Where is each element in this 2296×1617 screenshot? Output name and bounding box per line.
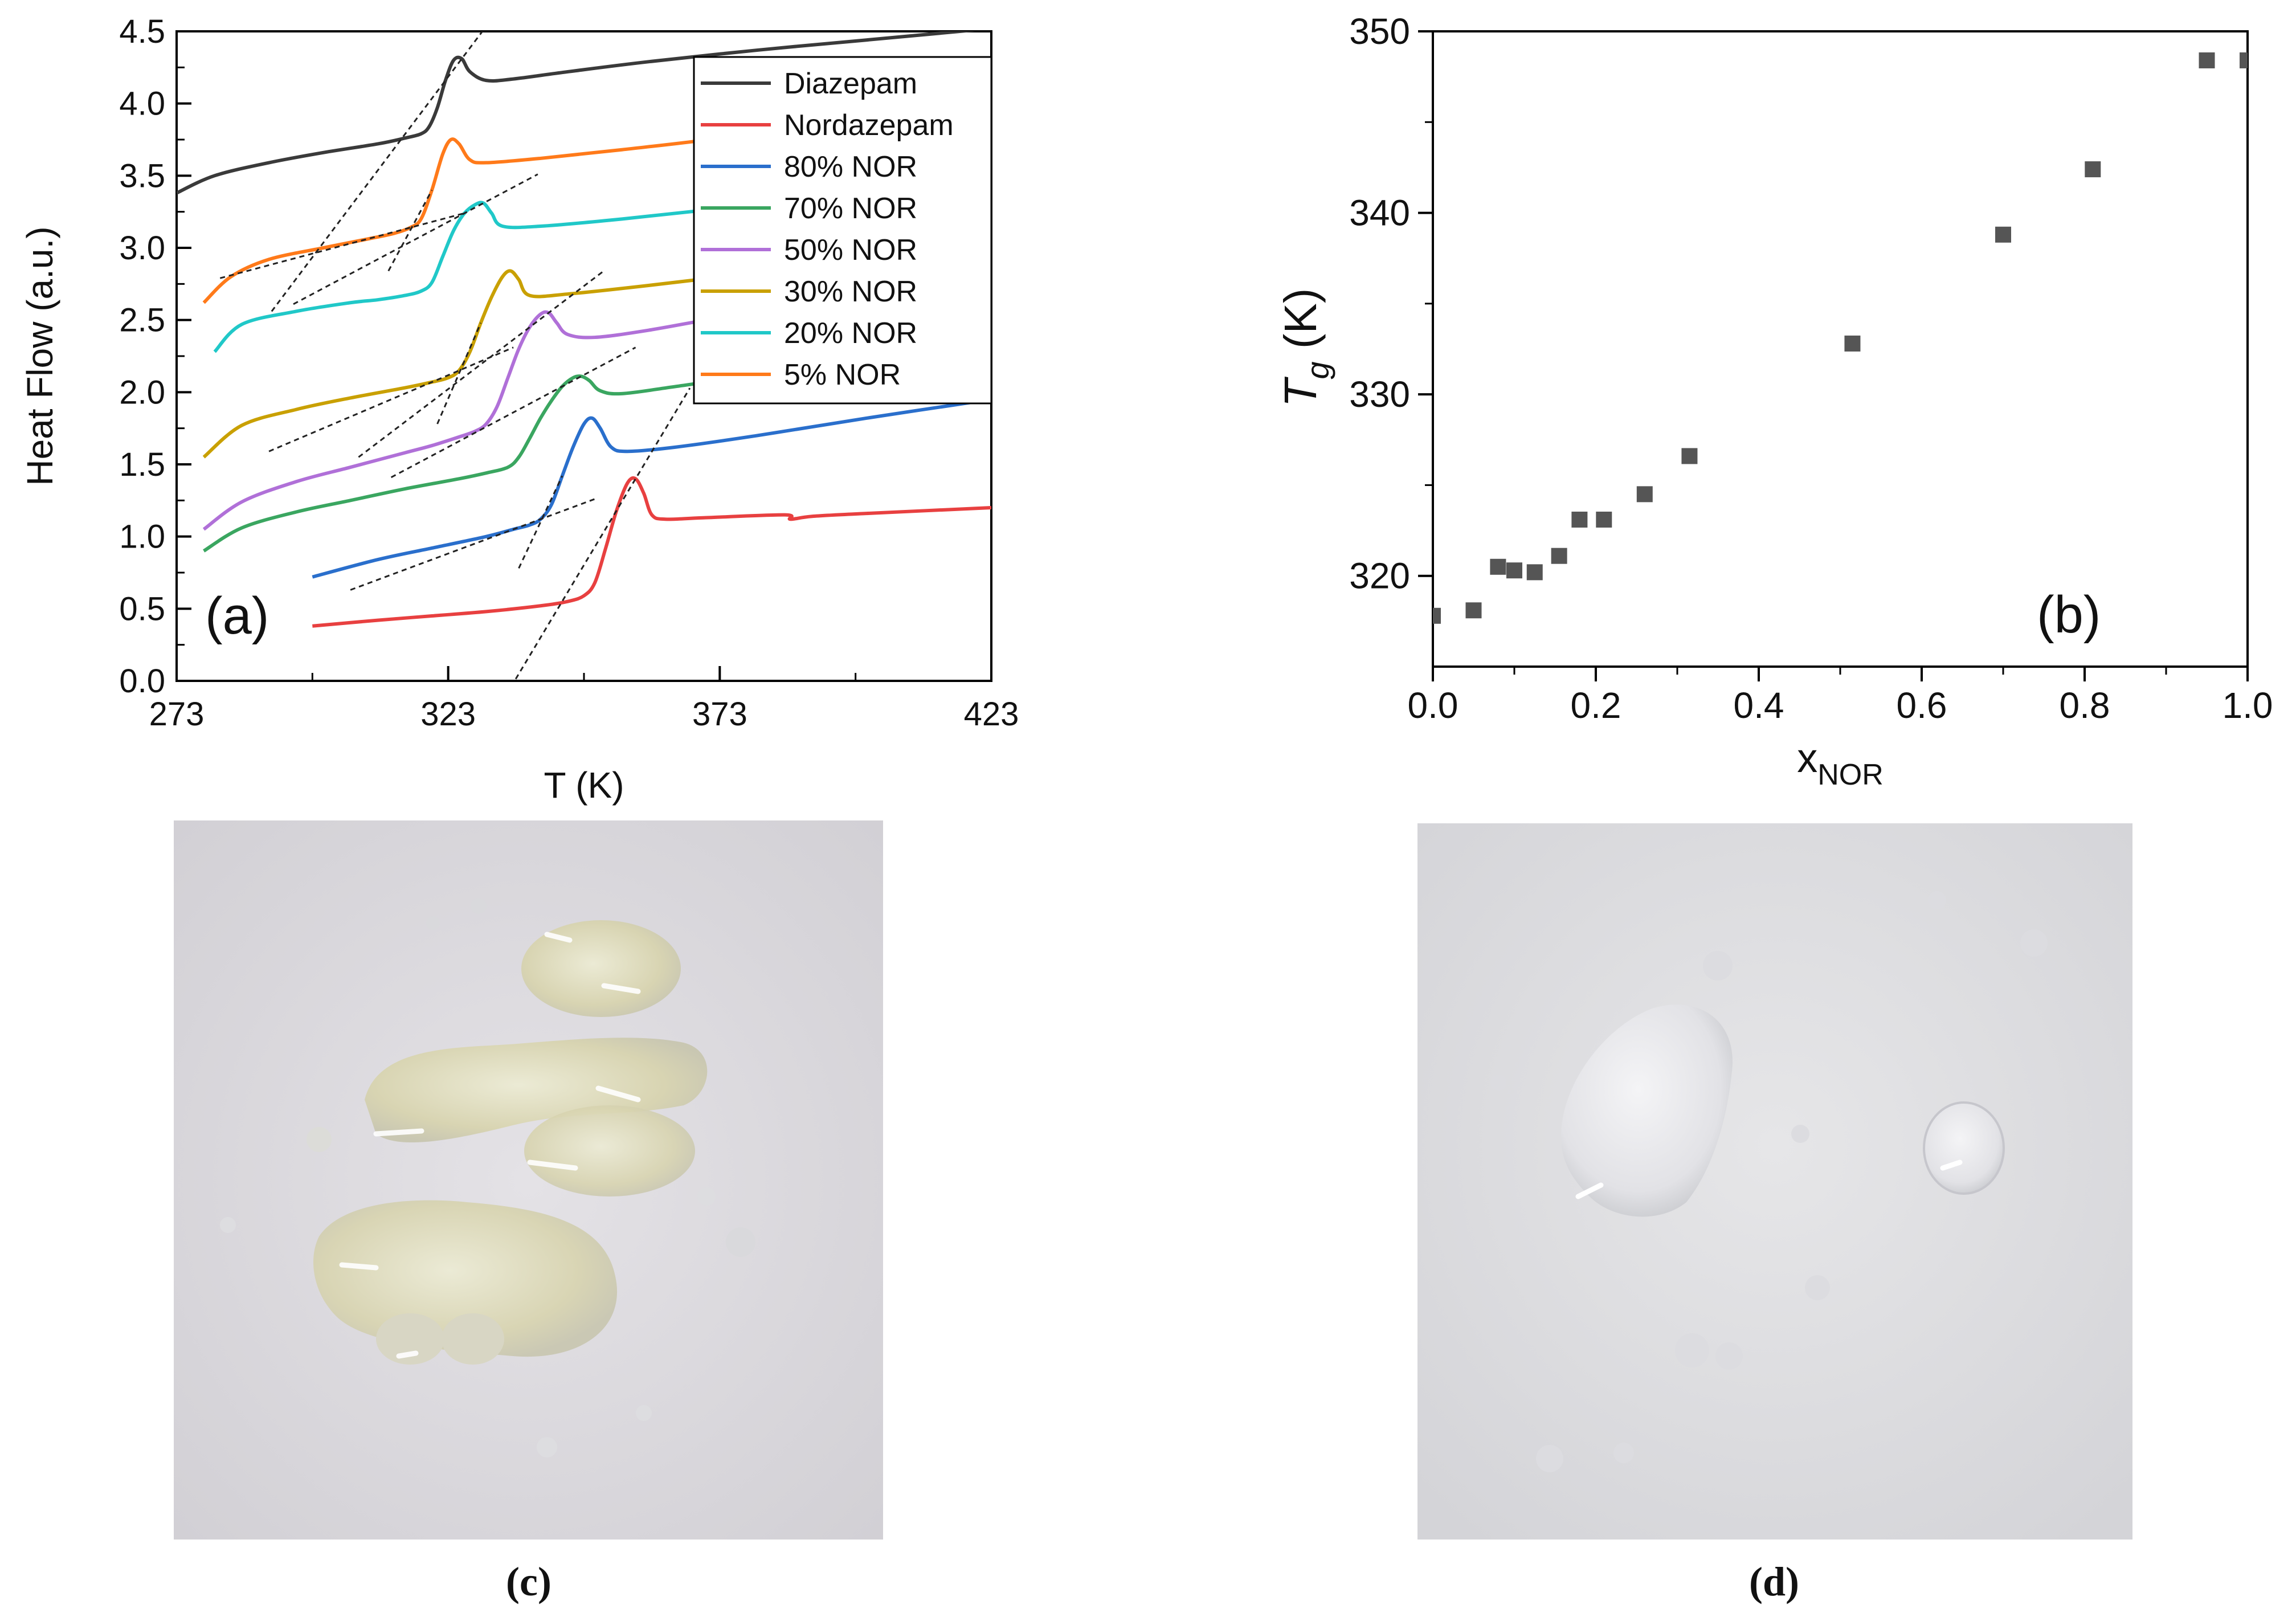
legend-label: 80% NOR: [784, 150, 917, 183]
panel-b-y-axis-label: Tg (K): [1275, 288, 1335, 407]
panel-d-sample-photo: (d): [1417, 823, 2132, 1604]
panel-b-x-tick-label: 0.2: [1571, 685, 1621, 726]
panel-b-y-tick-label: 340: [1349, 193, 1410, 234]
panel-a-y-tick-label: 0.5: [119, 590, 165, 627]
panel-a-x-tick-label: 323: [420, 696, 476, 733]
panel-b-y-tick-label: 350: [1349, 11, 1410, 52]
scatter-point: [2199, 52, 2215, 68]
legend-label: Nordazepam: [784, 109, 954, 142]
panel-a-y-tick-label: 0.0: [119, 663, 165, 700]
panel-b-x-tick-label: 1.0: [2223, 685, 2273, 726]
panel-b-y-axis-label-unit: (K): [1275, 288, 1326, 362]
scatter-point: [1526, 564, 1543, 581]
scatter-point: [1465, 602, 1482, 619]
panel-a-x-tick-label: 373: [692, 696, 747, 733]
onset-step-tangent: [436, 322, 482, 424]
legend-label: 5% NOR: [784, 358, 901, 391]
panel-a-x-tick-label: 273: [149, 696, 205, 733]
onset-baseline-tangent: [390, 346, 636, 479]
panel-a-x-ticks: 273 323 373 423: [149, 666, 1019, 733]
onset-baseline-tangent: [513, 387, 691, 681]
series-line-nordazepam: [312, 476, 991, 628]
panel-d-photo-background: [1417, 823, 2132, 1540]
panel-b-x-tick-label: 0.4: [1734, 685, 1784, 726]
onset-baseline-tangent: [293, 173, 538, 305]
panel-c-caption: (c): [506, 1559, 551, 1604]
scatter-point: [1433, 607, 1441, 624]
panel-c-sample-photo: (c): [174, 820, 883, 1604]
panel-a-legend: Diazepam Nordazepam 80% NOR 70% NOR 50% NOR 3…: [693, 56, 992, 405]
scatter-point: [1551, 548, 1567, 564]
panel-b-x-ticks: 0.0 0.2 0.4 0.6 0.8 1.0: [1408, 667, 2273, 726]
series-line-80-nor: [312, 398, 991, 579]
panel-b-y-axis-label-main: T: [1275, 376, 1326, 407]
panel-b-x-tick-label: 0.0: [1408, 685, 1459, 726]
panel-a-onset-construction-lines: [219, 31, 691, 681]
legend-box: [693, 56, 992, 405]
onset-baseline-tangent: [271, 31, 484, 312]
panel-b-x-axis-label-sub: NOR: [1817, 758, 1884, 791]
panel-a-y-tick-label: 3.5: [119, 157, 165, 194]
sample-c-photo-icon: [220, 898, 755, 1457]
scatter-point: [1681, 448, 1698, 464]
scatter-point: [2240, 52, 2248, 68]
panel-b-x-tick-label: 0.8: [2060, 685, 2110, 726]
onset-step-tangent: [387, 189, 433, 272]
panel-b-points: [1433, 52, 2248, 624]
onset-baseline-tangent: [358, 271, 604, 458]
panel-a-y-tick-label: 4.5: [119, 13, 165, 50]
series-line-diazepam: [177, 31, 979, 195]
panel-b-x-axis-label-main: x: [1797, 736, 1817, 781]
legend-label: 30% NOR: [784, 275, 917, 308]
scatter-point: [1995, 226, 2011, 243]
panel-a-y-ticks: 0.0 0.5 1.0 1.5 2.0 2.5 3.0 3.5 4.0 4.5: [119, 13, 191, 700]
panel-a-y-tick-label: 4.0: [119, 85, 165, 122]
scatter-point: [1571, 511, 1588, 528]
panel-b-x-axis-label: xNOR: [1797, 736, 1884, 791]
panel-b-y-tick-label: 330: [1349, 374, 1410, 415]
sample-d-photo-icon: [1490, 891, 2048, 1472]
legend-label: 50% NOR: [784, 234, 917, 267]
scatter-point: [2085, 161, 2101, 178]
panel-a-y-tick-label: 1.5: [119, 446, 165, 483]
panel-b-x-tick-label: 0.6: [1897, 685, 1947, 726]
panel-a-heat-flow-chart: 0.0 0.5 1.0 1.5 2.0 2.5 3.0 3.5 4.0 4.5 273 323 373…: [19, 13, 1019, 806]
onset-step-tangent: [518, 475, 563, 569]
panel-b-tg-scatter-chart: 320 330 340 350 0.0 0.2 0.4 0.6 0.8 1.0 (b) xNOR…: [1275, 11, 2273, 791]
panel-a-y-tick-label: 3.0: [119, 230, 165, 267]
legend-label: 70% NOR: [784, 192, 917, 225]
panel-a-y-tick-label: 1.0: [119, 518, 165, 556]
scatter-point: [1490, 558, 1506, 575]
panel-a-y-axis-label: Heat Flow (a.u.): [19, 226, 60, 485]
scatter-point: [1506, 562, 1522, 579]
onset-baseline-tangent: [268, 346, 514, 452]
panel-b-y-axis-label-sub: g: [1300, 361, 1335, 379]
scatter-point: [1596, 511, 1612, 528]
panel-b-y-tick-label: 320: [1349, 556, 1410, 597]
onset-baseline-tangent: [219, 212, 465, 279]
panel-b-y-ticks: 320 330 340 350: [1349, 11, 1433, 597]
legend-label: Diazepam: [784, 67, 917, 100]
panel-a-x-tick-label: 423: [964, 696, 1019, 733]
scatter-point: [1636, 486, 1653, 503]
panel-b-plot-frame: [1432, 30, 2249, 668]
panel-a-annotation: (a): [205, 587, 269, 645]
panel-c-photo-background: [174, 820, 883, 1540]
panel-d-caption: (d): [1749, 1559, 1799, 1604]
panel-a-x-axis-label: T (K): [544, 765, 624, 806]
panel-a-y-tick-label: 2.5: [119, 302, 165, 339]
scatter-point: [1844, 335, 1861, 352]
panel-a-y-tick-label: 2.0: [119, 374, 165, 411]
legend-label: 20% NOR: [784, 317, 917, 350]
panel-b-annotation: (b): [2037, 586, 2101, 644]
onset-baseline-tangent: [350, 498, 595, 591]
